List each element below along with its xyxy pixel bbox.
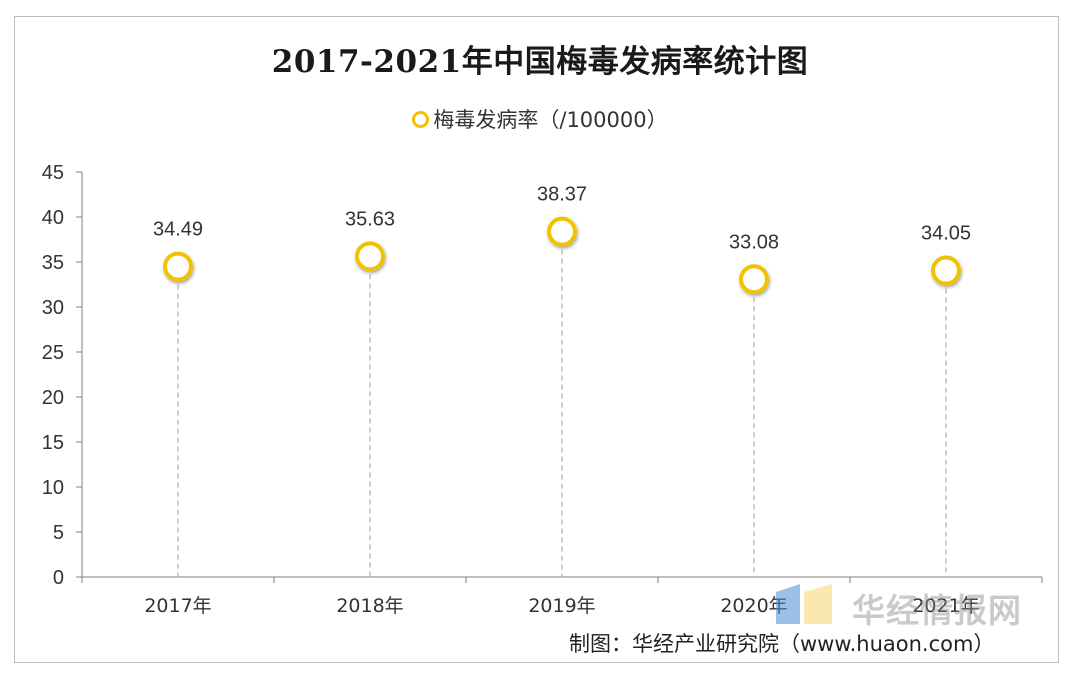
data-point [163, 251, 193, 282]
legend-label: 梅毒发病率（/100000） [433, 108, 668, 132]
data-point [355, 241, 385, 272]
y-tick-label: 20 [42, 387, 64, 409]
watermark-text: 华经情报网 [852, 591, 1022, 630]
x-category-label: 2020年 [720, 595, 787, 617]
data-label: 35.63 [345, 208, 395, 230]
x-category-label: 2017年 [144, 595, 211, 617]
data-point [931, 255, 961, 286]
y-tick-label: 25 [42, 342, 64, 364]
data-label: 33.08 [729, 231, 779, 253]
y-tick-label: 40 [42, 207, 64, 229]
y-tick-label: 35 [42, 252, 64, 274]
watermark-logo: 华经情报网 [774, 580, 1044, 630]
x-category-label: 2019年 [528, 595, 595, 617]
x-category-label: 2021年 [912, 595, 979, 617]
data-point [739, 264, 769, 295]
chart-legend[interactable]: 梅毒发病率（/100000） [0, 104, 1080, 134]
legend-marker-icon [412, 110, 430, 128]
y-tick-label: 45 [42, 162, 64, 184]
x-category-label: 2018年 [336, 595, 403, 617]
data-label: 34.49 [153, 219, 203, 241]
data-label: 34.05 [921, 223, 971, 245]
y-tick-label: 30 [42, 297, 64, 319]
watermark-logo-icon [776, 584, 832, 624]
chart-title: 2017-2021年中国梅毒发病率统计图 [271, 44, 809, 80]
data-point [547, 216, 577, 247]
y-tick-label: 15 [42, 432, 64, 454]
chart-frame [14, 16, 1059, 663]
source-credit: 制图：华经产业研究院（www.huaon.com） [569, 632, 995, 656]
y-tick-label: 10 [42, 477, 64, 499]
y-tick-label: 5 [53, 522, 64, 544]
data-label: 38.37 [537, 184, 587, 206]
y-tick-label: 0 [53, 567, 64, 589]
